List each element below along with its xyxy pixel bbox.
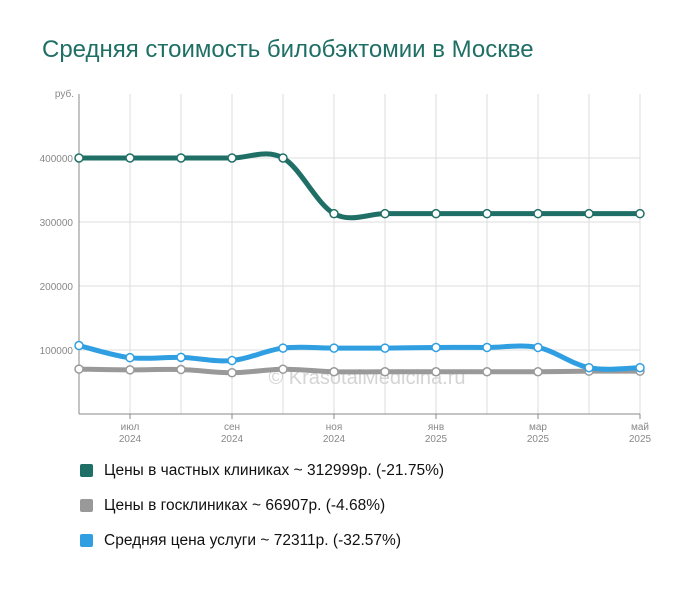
data-point-private[interactable] (227, 153, 237, 163)
data-point-public[interactable] (74, 364, 84, 374)
y-unit-label: руб. (55, 88, 74, 100)
legend-swatch-private (80, 464, 93, 477)
data-point-private[interactable] (635, 208, 645, 219)
legend-value: ~ 72311р. (260, 531, 329, 549)
data-point-average[interactable] (227, 355, 237, 366)
x-tick-label-month: янв (428, 422, 444, 433)
data-point-average[interactable] (635, 362, 645, 373)
data-point-average[interactable] (125, 352, 135, 363)
legend: Цены в частных клиниках ~ 312999р. (-21.… (80, 462, 444, 567)
legend-swatch-public (80, 499, 93, 512)
data-point-public[interactable] (227, 367, 237, 378)
series-average (74, 340, 645, 373)
x-tick-label-month: июл (121, 422, 140, 433)
data-point-average[interactable] (380, 343, 390, 353)
legend-label: Цены в частных клиниках (104, 461, 290, 479)
series-line-average (76, 343, 643, 372)
data-point-average[interactable] (176, 352, 186, 363)
data-point-public[interactable] (431, 367, 441, 377)
x-tick-label-year: 2024 (119, 434, 142, 445)
legend-label: Цены в госклиниках (104, 496, 248, 514)
x-tick-label-month: сен (224, 422, 240, 433)
data-point-average[interactable] (533, 342, 543, 353)
data-point-average[interactable] (584, 362, 594, 373)
data-point-public[interactable] (482, 367, 492, 377)
series-lines (74, 151, 645, 378)
data-point-private[interactable] (74, 153, 84, 163)
y-axis-ticks: 100000 200000 300000 400000 (40, 154, 74, 357)
data-point-average[interactable] (482, 342, 492, 353)
grid (78, 94, 641, 415)
data-point-private[interactable] (482, 208, 492, 219)
x-tick-label-month: мар (529, 422, 547, 433)
data-point-private[interactable] (278, 153, 288, 163)
data-point-average[interactable] (431, 342, 441, 353)
series-line-public (76, 366, 643, 376)
series-private (74, 151, 645, 221)
data-point-private[interactable] (380, 208, 390, 219)
data-point-public[interactable] (278, 364, 288, 374)
x-tick-label-year: 2024 (323, 434, 346, 445)
x-tick-label-month: ноя (326, 422, 343, 433)
legend-value: ~ 66907р. (252, 496, 322, 514)
legend-swatch-average (80, 534, 93, 547)
legend-change: (-4.68%) (325, 496, 386, 514)
data-point-private[interactable] (329, 208, 339, 219)
legend-item-average[interactable]: Средняя цена услуги ~ 72311р. (-32.57%) (80, 532, 444, 549)
x-axis-ticks: июл2024сен2024ноя2024янв2025мар2025май20… (119, 414, 652, 445)
x-tick-label-month: май (631, 422, 649, 433)
data-point-public[interactable] (176, 364, 186, 375)
data-point-public[interactable] (380, 367, 390, 377)
data-point-private[interactable] (125, 153, 135, 163)
x-tick-label-year: 2025 (629, 434, 652, 445)
legend-item-private[interactable]: Цены в частных клиниках ~ 312999р. (-21.… (80, 462, 444, 479)
chart-title: Средняя стоимость билобэктомии в Москве (42, 36, 534, 63)
legend-item-public[interactable]: Цены в госклиниках ~ 66907р. (-4.68%) (80, 497, 444, 514)
data-point-average[interactable] (74, 340, 84, 351)
data-point-public[interactable] (533, 367, 543, 377)
y-tick-label: 100000 (40, 346, 74, 357)
data-point-public[interactable] (125, 365, 135, 375)
data-point-private[interactable] (176, 153, 186, 163)
data-point-average[interactable] (278, 343, 288, 353)
legend-change: (-21.75%) (375, 461, 445, 479)
data-point-public[interactable] (329, 367, 339, 377)
y-tick-label: 400000 (40, 154, 74, 165)
series-line-private (76, 151, 643, 221)
data-point-private[interactable] (533, 208, 543, 219)
legend-label: Средняя цена услуги (104, 531, 257, 549)
data-point-private[interactable] (584, 208, 594, 219)
x-tick-label-year: 2025 (425, 434, 448, 445)
legend-change: (-32.57%) (332, 531, 401, 549)
data-point-private[interactable] (431, 208, 441, 219)
y-tick-label: 300000 (40, 218, 74, 229)
data-point-average[interactable] (329, 343, 339, 353)
y-tick-label: 200000 (40, 282, 74, 293)
legend-value: ~ 312999р. (293, 461, 372, 479)
x-tick-label-year: 2025 (527, 434, 550, 445)
x-tick-label-year: 2024 (221, 434, 244, 445)
